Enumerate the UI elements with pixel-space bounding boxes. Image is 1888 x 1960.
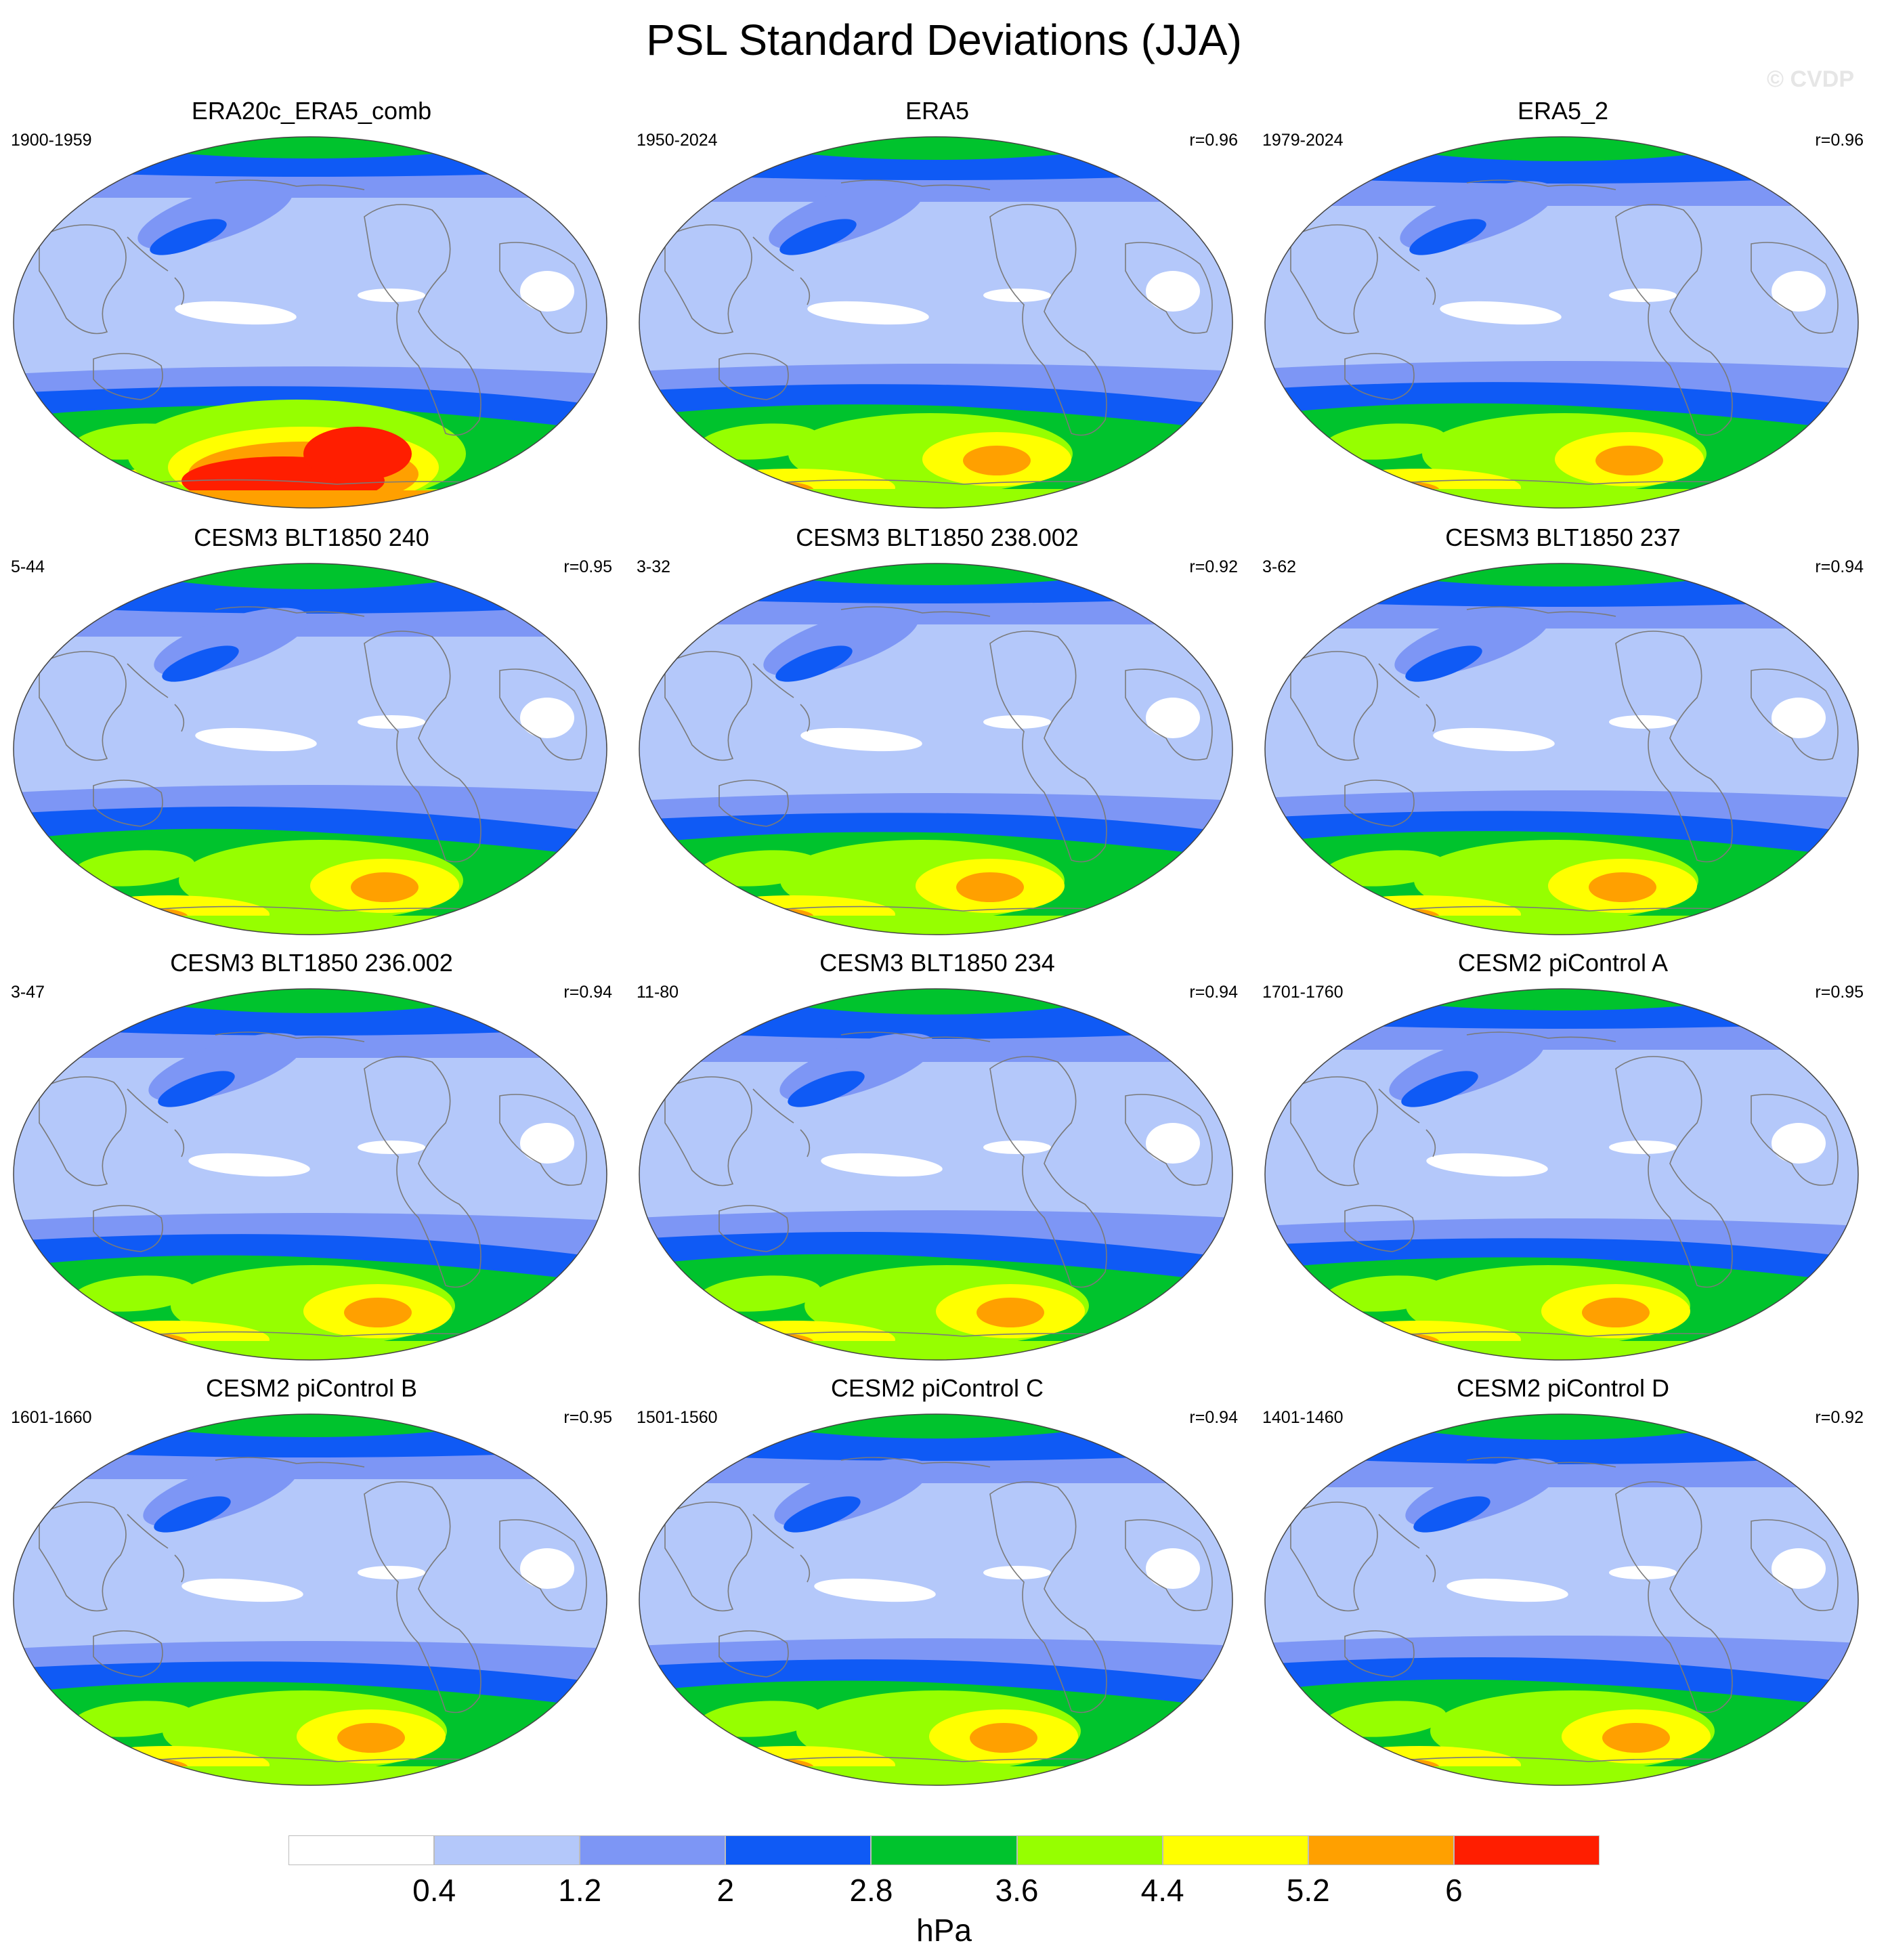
panel-pattern-correlation: r=0.96	[1189, 131, 1238, 150]
map-panel: ERA5 1950-2024 r=0.96	[626, 95, 1249, 515]
colorbar-swatch	[288, 1835, 435, 1865]
panel-title: CESM2 piControl D	[1456, 1374, 1670, 1402]
panel-title: ERA20c_ERA5_comb	[191, 97, 432, 125]
colorbar-swatch	[1308, 1835, 1454, 1865]
map-panel: ERA20c_ERA5_comb 1900-1959	[0, 95, 623, 515]
panel-title: CESM3 BLT1850 236.002	[170, 949, 453, 977]
map-panel: CESM2 piControl A 1701-1760 r=0.95	[1251, 947, 1874, 1367]
map-panel: CESM3 BLT1850 234 11-80 r=0.94	[626, 947, 1249, 1367]
panel-period: 5-44	[11, 557, 45, 576]
watermark: © CVDP	[1767, 66, 1854, 92]
figure-title: PSL Standard Deviations (JJA)	[646, 16, 1242, 64]
colorbar-tick-label: 4.4	[1140, 1873, 1184, 1908]
colorbar-swatch	[580, 1835, 726, 1865]
colorbar-swatch	[1453, 1835, 1600, 1865]
robinson-map	[12, 562, 608, 939]
robinson-map	[12, 1413, 608, 1790]
panel-pattern-correlation: r=0.92	[1189, 557, 1238, 576]
map-panel: CESM3 BLT1850 237 3-62 r=0.94	[1251, 521, 1874, 941]
map-panel: ERA5_2 1979-2024 r=0.96	[1251, 95, 1874, 515]
colorbar-swatch	[725, 1835, 872, 1865]
panel-pattern-correlation: r=0.95	[563, 1408, 612, 1427]
map-panel: CESM2 piControl D 1401-1460 r=0.92	[1251, 1372, 1874, 1792]
panel-period: 1979-2024	[1262, 131, 1344, 150]
panel-title: ERA5_2	[1517, 97, 1609, 125]
colorbar-tick-label: 3.6	[995, 1873, 1039, 1908]
map-panel: CESM2 piControl B 1601-1660 r=0.95	[0, 1372, 623, 1792]
panel-title: CESM3 BLT1850 237	[1445, 524, 1681, 551]
robinson-map	[638, 562, 1234, 939]
robinson-map	[1264, 135, 1860, 513]
robinson-map	[638, 135, 1234, 513]
colorbar-tick-label: 5.2	[1286, 1873, 1330, 1908]
panel-period: 1950-2024	[637, 131, 718, 150]
panel-pattern-correlation: r=0.94	[1189, 1408, 1238, 1427]
panel-pattern-correlation: r=0.95	[1815, 983, 1864, 1002]
map-panel: CESM3 BLT1850 240 5-44 r=0.95	[0, 521, 623, 941]
panel-title: CESM3 BLT1850 240	[194, 524, 429, 551]
panel-title: CESM3 BLT1850 234	[819, 949, 1055, 977]
robinson-map	[638, 1413, 1234, 1790]
colorbar-tick-label: 0.4	[412, 1873, 456, 1908]
panel-title: ERA5	[905, 97, 970, 125]
map-panel: CESM2 piControl C 1501-1560 r=0.94	[626, 1372, 1249, 1792]
map-panel: CESM3 BLT1850 238.002 3-32 r=0.92	[626, 521, 1249, 941]
robinson-map	[1264, 987, 1860, 1365]
robinson-map	[1264, 562, 1860, 939]
panel-period: 3-47	[11, 983, 45, 1002]
panel-title: CESM2 piControl A	[1457, 949, 1669, 977]
panel-period: 3-32	[637, 557, 671, 576]
panel-pattern-correlation: r=0.96	[1815, 131, 1864, 150]
panel-period: 1701-1760	[1262, 983, 1344, 1002]
robinson-map	[12, 987, 608, 1365]
colorbar-tick-label: 2	[716, 1873, 735, 1908]
colorbar-tick-label: 2.8	[849, 1873, 893, 1908]
panel-pattern-correlation: r=0.92	[1815, 1408, 1864, 1427]
panel-title: CESM2 piControl B	[205, 1374, 418, 1402]
colorbar-swatch	[1016, 1835, 1163, 1865]
colorbar	[288, 1835, 1600, 1865]
colorbar-swatch	[1162, 1835, 1308, 1865]
panel-period: 3-62	[1262, 557, 1297, 576]
panel-pattern-correlation: r=0.95	[563, 557, 612, 576]
colorbar-tick-label: 1.2	[558, 1873, 602, 1908]
panel-period: 11-80	[637, 983, 679, 1002]
panel-period: 1501-1560	[637, 1408, 718, 1427]
colorbar-swatch	[434, 1835, 580, 1865]
panel-period: 1601-1660	[11, 1408, 92, 1427]
panel-title: CESM2 piControl C	[830, 1374, 1044, 1402]
panel-pattern-correlation: r=0.94	[1189, 983, 1238, 1002]
panel-pattern-correlation: r=0.94	[563, 983, 612, 1002]
colorbar-swatch	[871, 1835, 1017, 1865]
colorbar-tick-label: 6	[1445, 1873, 1463, 1908]
panel-pattern-correlation: r=0.94	[1815, 557, 1864, 576]
panel-title: CESM3 BLT1850 238.002	[796, 524, 1079, 551]
robinson-map	[1264, 1413, 1860, 1790]
map-panel: CESM3 BLT1850 236.002 3-47 r=0.94	[0, 947, 623, 1367]
robinson-map	[638, 987, 1234, 1365]
panel-period: 1401-1460	[1262, 1408, 1344, 1427]
colorbar-unit-label: hPa	[916, 1913, 972, 1948]
robinson-map	[12, 135, 608, 513]
panel-period: 1900-1959	[11, 131, 92, 150]
